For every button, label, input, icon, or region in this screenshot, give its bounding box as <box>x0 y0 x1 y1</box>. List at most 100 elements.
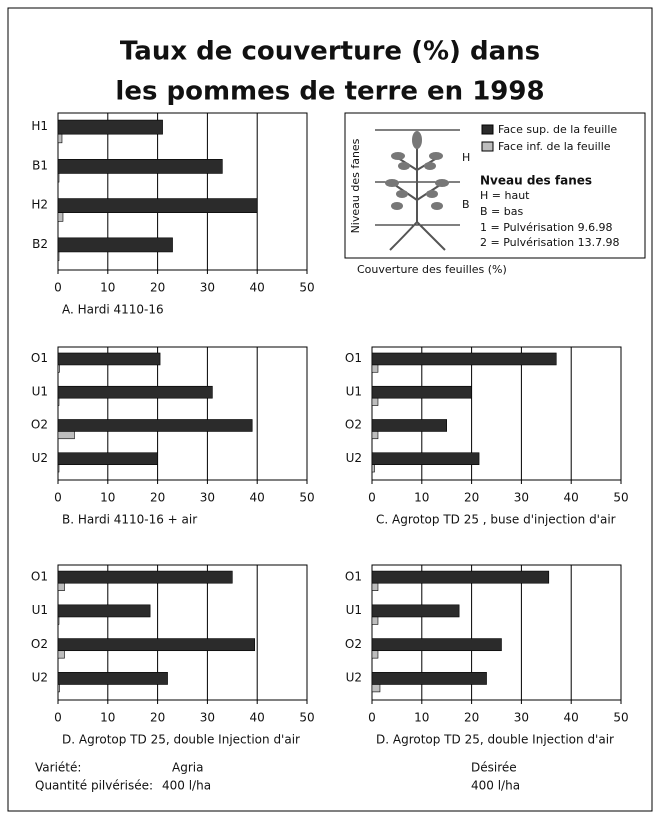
bar <box>372 639 501 651</box>
legend-level: B <box>462 198 470 211</box>
y-tick-label: B2 <box>32 237 48 251</box>
x-tick-label: 50 <box>613 491 628 505</box>
bar <box>372 453 479 465</box>
y-tick-label: O1 <box>345 569 362 583</box>
x-tick-label: 10 <box>100 281 115 295</box>
y-tick-label: H2 <box>31 198 48 212</box>
legend-item: 1 = Pulvérisation 9.6.98 <box>480 221 613 234</box>
bar <box>58 252 59 261</box>
x-tick-label: 20 <box>464 711 479 725</box>
legend-swatch <box>482 125 493 134</box>
bar <box>58 639 255 651</box>
bar <box>58 617 59 624</box>
bar <box>372 398 378 405</box>
bar <box>58 431 74 438</box>
plant-illustration <box>375 130 460 250</box>
y-tick-label: O1 <box>31 569 48 583</box>
bar <box>58 672 168 684</box>
x-tick-label: 0 <box>54 281 62 295</box>
page: Taux de couverture (%) dans les pommes d… <box>0 0 660 817</box>
y-tick-label: O2 <box>31 637 48 651</box>
legend-xlabel: Couverture des feuilles (%) <box>357 263 507 276</box>
y-tick-label: O2 <box>31 418 48 432</box>
y-tick-label: O1 <box>31 351 48 365</box>
legend-item: H = haut <box>480 189 530 202</box>
bar <box>372 583 378 590</box>
y-tick-label: U2 <box>32 451 48 465</box>
y-tick-label: U2 <box>32 671 48 685</box>
legend-axis-label: Niveau des fanes <box>349 138 362 233</box>
x-tick-label: 20 <box>150 491 165 505</box>
bar <box>58 419 252 431</box>
x-tick-label: 20 <box>464 491 479 505</box>
x-tick-label: 30 <box>200 281 215 295</box>
x-tick-label: 0 <box>54 491 62 505</box>
x-tick-label: 10 <box>100 491 115 505</box>
bar <box>58 134 62 143</box>
chart-title: Taux de couverture (%) dans <box>120 37 540 67</box>
bar <box>58 238 173 252</box>
x-tick-label: 50 <box>299 281 314 295</box>
chart: Taux de couverture (%) dans les pommes d… <box>0 0 660 817</box>
bar <box>58 353 160 365</box>
x-tick-label: 50 <box>299 491 314 505</box>
bar <box>58 605 150 617</box>
legend-item: B = bas <box>480 205 523 218</box>
x-tick-label: 0 <box>368 491 376 505</box>
x-tick-label: 40 <box>250 711 265 725</box>
chart-caption: C. Agrotop TD 25 , buse d'injection d'ai… <box>376 513 616 527</box>
bar <box>372 386 472 398</box>
legend-label: Face inf. de la feuille <box>498 140 611 153</box>
footer-text: Variété: <box>35 761 81 775</box>
x-tick-label: 10 <box>414 711 429 725</box>
x-tick-label: 30 <box>200 491 215 505</box>
bar <box>372 684 380 691</box>
footer-text: 400 l/ha <box>471 779 520 793</box>
y-tick-label: U1 <box>32 603 48 617</box>
bar <box>58 173 59 182</box>
bar <box>372 465 374 472</box>
bar <box>58 398 59 405</box>
chart-title: les pommes de terre en 1998 <box>115 77 544 107</box>
chart-caption: B. Hardi 4110-16 + air <box>62 513 197 527</box>
bar <box>58 213 63 222</box>
legend-level: H <box>462 151 470 164</box>
chart-caption: D. Agrotop TD 25, double Injection d'air <box>376 733 614 747</box>
y-tick-label: U1 <box>346 384 362 398</box>
y-tick-label: H1 <box>31 119 48 133</box>
legend-swatch <box>482 142 493 151</box>
x-tick-label: 10 <box>414 491 429 505</box>
footer-text: Désirée <box>471 761 517 775</box>
bar <box>372 431 378 438</box>
bar <box>58 365 59 372</box>
x-tick-label: 40 <box>564 711 579 725</box>
y-tick-label: O1 <box>345 351 362 365</box>
bar <box>372 353 556 365</box>
x-tick-label: 0 <box>54 711 62 725</box>
bar <box>58 684 59 691</box>
bar <box>58 583 64 590</box>
bar <box>372 571 549 583</box>
chart-caption: D. Agrotop TD 25, double Injection d'air <box>62 733 300 747</box>
x-tick-label: 40 <box>250 491 265 505</box>
footer-text: Quantité pilvérisée: <box>35 779 153 793</box>
bar <box>58 571 232 583</box>
bar <box>372 365 378 372</box>
legend-heading: Nveau des fanes <box>480 174 592 188</box>
y-tick-label: U2 <box>346 671 362 685</box>
y-tick-label: O2 <box>345 418 362 432</box>
y-tick-label: B1 <box>32 158 48 172</box>
bar <box>58 465 59 472</box>
legend-item: 2 = Pulvérisation 13.7.98 <box>480 236 620 249</box>
x-tick-label: 50 <box>299 711 314 725</box>
x-tick-label: 20 <box>150 711 165 725</box>
bar <box>372 672 487 684</box>
x-tick-label: 40 <box>250 281 265 295</box>
bar <box>58 651 64 658</box>
x-tick-label: 40 <box>564 491 579 505</box>
y-tick-label: O2 <box>345 637 362 651</box>
chart-caption: A. Hardi 4110-16 <box>62 303 164 317</box>
y-tick-label: U2 <box>346 451 362 465</box>
bar <box>58 159 222 173</box>
bar <box>372 605 459 617</box>
